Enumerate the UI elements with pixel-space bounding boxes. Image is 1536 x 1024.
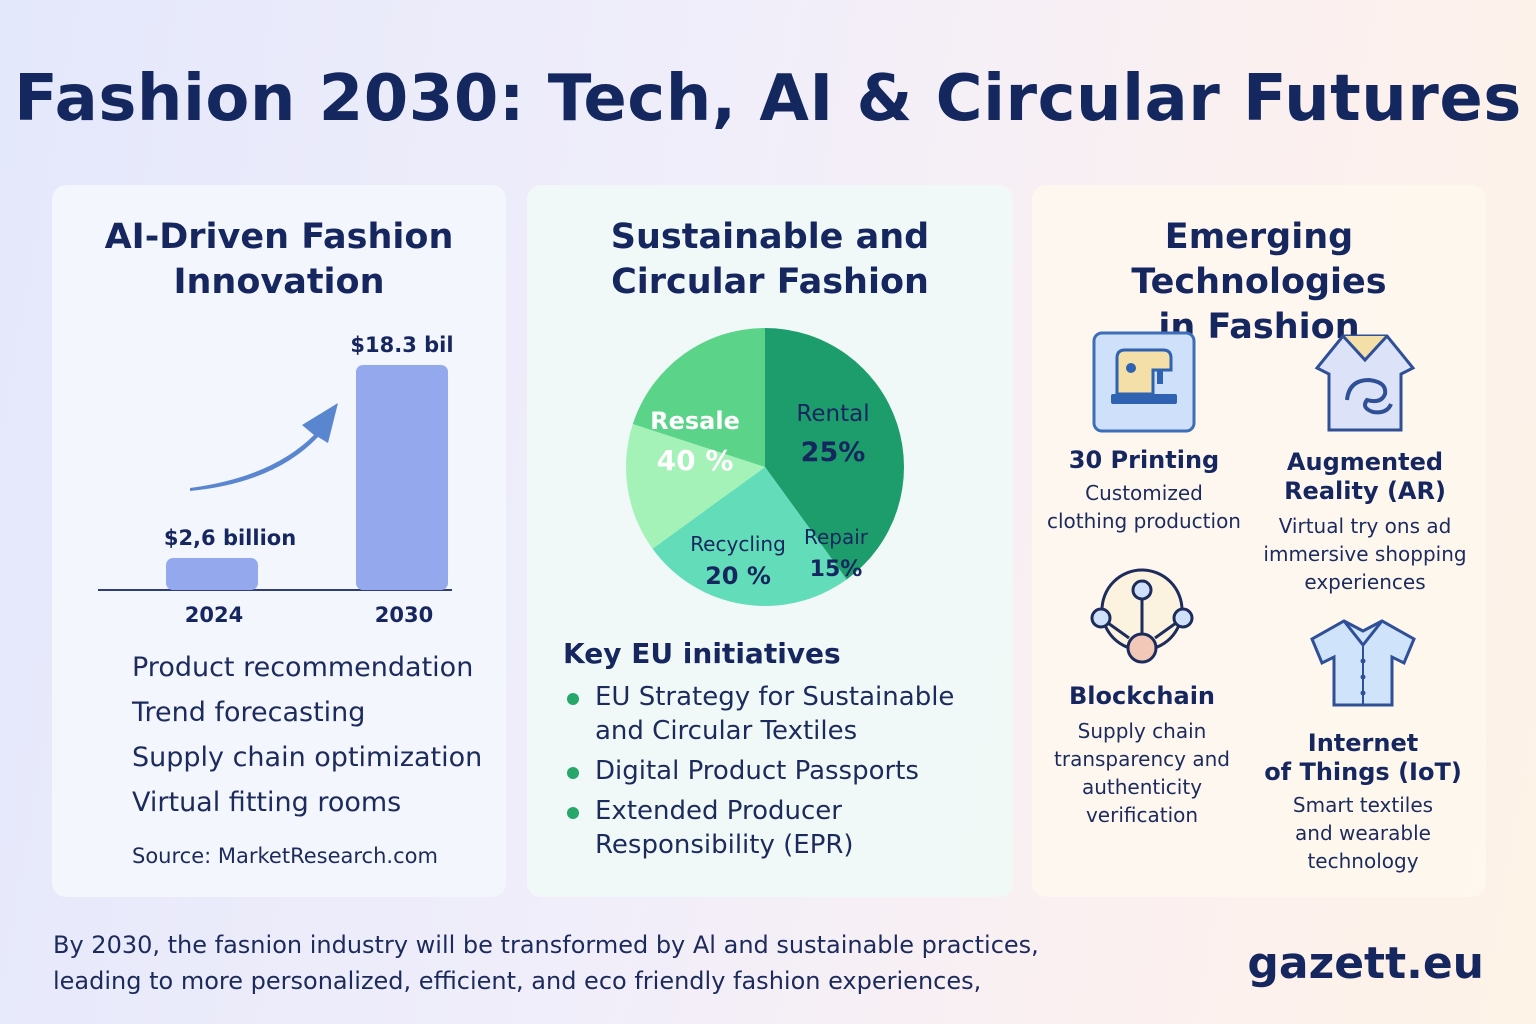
- ai-panel: AI-Driven Fashion Innovation $2,6 billio…: [52, 185, 506, 897]
- ai-panel-title: AI-Driven Fashion Innovation: [52, 215, 506, 305]
- pie-slice-value: 25%: [801, 437, 866, 468]
- tech-name-line: Internet: [1307, 729, 1419, 757]
- tech-desc-line: and wearable: [1295, 821, 1431, 845]
- tech-desc: Customized clothing production: [1032, 479, 1256, 535]
- pie-slice-label: Resale: [650, 407, 740, 435]
- bullet-dot-icon: [567, 807, 579, 819]
- ai-use-item: Supply chain optimization: [132, 742, 483, 773]
- sewing-machine-icon: [1092, 331, 1196, 433]
- circular-panel-title-line1: Sustainable and: [610, 217, 930, 257]
- ar-hand-icon: [1314, 334, 1416, 432]
- source-note: Source: MarketResearch.com: [132, 844, 438, 868]
- pie-slice-label: Recycling: [690, 532, 786, 556]
- tech-blockchain: Blockchain Supply chain transparency and…: [1032, 568, 1252, 829]
- tech-panel-title-line1: Emerging Technologies: [1131, 217, 1387, 302]
- tech-name-line: Augmented: [1286, 448, 1444, 476]
- eu-initiative-item: EU Strategy for Sustainable and Circular …: [567, 680, 987, 748]
- circular-panel: Sustainable and Circular Fashion Resale 4…: [527, 185, 1013, 897]
- tech-desc-line: immersive shopping: [1263, 542, 1467, 566]
- footer-line: By 2030, the fasnion industry will be tr…: [53, 931, 1039, 959]
- growth-arrow-icon: [190, 403, 338, 491]
- brand-logo: gazett.eu: [1247, 938, 1484, 989]
- tech-desc-line: verification: [1085, 803, 1199, 827]
- bar-value-label: $2,6 billion: [164, 526, 296, 550]
- ai-panel-title-line2: Innovation: [173, 262, 385, 302]
- tech-desc-line: Virtual try ons ad: [1278, 514, 1452, 538]
- tech-desc-line: authenticity: [1081, 775, 1203, 799]
- pie-slice-label: Repair: [804, 525, 869, 549]
- ai-market-bar-chart: $2,6 billion 2024 $18.3 bil 2030: [98, 333, 454, 627]
- tech-desc-line: Supply chain: [1077, 719, 1207, 743]
- pie-slice-resale: [765, 328, 904, 580]
- tech-name: Blockchain: [1068, 682, 1215, 710]
- pie-slice-value: 40 %: [657, 444, 734, 477]
- pie-slice-repair: [626, 424, 765, 549]
- tech-desc-line: transparency and: [1054, 747, 1230, 771]
- ai-use-list: Product recommendation Trend forecasting…: [132, 645, 482, 825]
- tech-iot: Internet of Things (IoT) Smart textiles …: [1256, 617, 1470, 875]
- eu-initiatives-list: EU Strategy for Sustainable and Circular …: [567, 680, 987, 868]
- network-nodes-icon: [1090, 568, 1194, 664]
- bullet-dot-icon: [567, 693, 579, 705]
- tech-name: Internet of Things (IoT): [1256, 729, 1470, 787]
- shirt-icon: [1310, 619, 1416, 707]
- eu-initiative-line: and Circular Textiles: [595, 716, 858, 746]
- eu-initiative-line: Responsibility (EPR): [595, 830, 854, 860]
- bar-2024: [166, 558, 258, 590]
- pie-slice-rental: [652, 467, 847, 606]
- x-tick-label: 2030: [375, 603, 433, 627]
- tech-desc-line: technology: [1307, 849, 1419, 873]
- tech-name-line: of Things (IoT): [1264, 758, 1462, 786]
- tech-augmented-reality: Augmented Reality (AR) Virtual try ons a…: [1256, 330, 1474, 596]
- tech-desc-line: Customized: [1085, 481, 1203, 505]
- tech-desc-line: clothing production: [1047, 509, 1241, 533]
- ai-use-item: Virtual fitting rooms: [132, 787, 402, 818]
- eu-initiatives-heading: Key EU initiatives: [563, 637, 841, 670]
- tech-name: 30 Printing: [1068, 446, 1220, 474]
- circular-panel-title: Sustainable and Circular Fashion: [527, 215, 1013, 305]
- eu-initiative-item: Digital Product Passports: [567, 754, 987, 788]
- footer-summary: By 2030, the fasnion industry will be tr…: [53, 927, 1153, 999]
- tech-panel: Emerging Technologies in Fashion 30 Prin…: [1032, 185, 1486, 897]
- bar-2030: [356, 365, 448, 590]
- eu-initiative-item: Extended Producer Responsibility (EPR): [567, 794, 987, 862]
- tech-desc-line: experiences: [1304, 570, 1426, 594]
- pie-slice-recycling: [632, 328, 765, 467]
- tech-desc: Virtual try ons ad immersive shopping ex…: [1256, 512, 1474, 596]
- ai-panel-title-line1: AI-Driven Fashion: [104, 217, 454, 257]
- bar-value-label: $18.3 bil: [350, 333, 453, 357]
- tech-desc: Supply chain transparency and authentici…: [1032, 717, 1252, 829]
- footer-line: leading to more personalized, efficient,…: [53, 967, 982, 995]
- tech-3d-printing: 30 Printing Customized clothing producti…: [1032, 330, 1256, 535]
- page-title: Fashion 2030: Tech, AI & Circular Future…: [14, 62, 1522, 136]
- x-tick-label: 2024: [185, 603, 243, 627]
- ai-use-item: Trend forecasting: [132, 697, 366, 728]
- circular-pie-chart: Resale 40 % Rental 25% Repair 15% Recycling 20 …: [626, 328, 904, 606]
- eu-initiative-line: Digital Product Passports: [595, 756, 919, 786]
- ai-use-item: Product recommendation: [132, 652, 474, 683]
- pie-slice-label: Rental: [796, 401, 869, 427]
- tech-name: Augmented Reality (AR): [1256, 448, 1474, 506]
- tech-desc-line: Smart textiles: [1292, 793, 1434, 817]
- circular-panel-title-line2: Circular Fashion: [611, 262, 929, 302]
- pie-slice-value: 20 %: [705, 562, 771, 590]
- tech-name-line: Reality (AR): [1284, 477, 1446, 505]
- bullet-dot-icon: [567, 767, 579, 779]
- eu-initiative-line: Extended Producer: [595, 796, 842, 826]
- tech-desc: Smart textiles and wearable technology: [1256, 791, 1470, 875]
- eu-initiative-line: EU Strategy for Sustainable: [595, 682, 955, 712]
- pie-slice-value: 15%: [810, 557, 863, 582]
